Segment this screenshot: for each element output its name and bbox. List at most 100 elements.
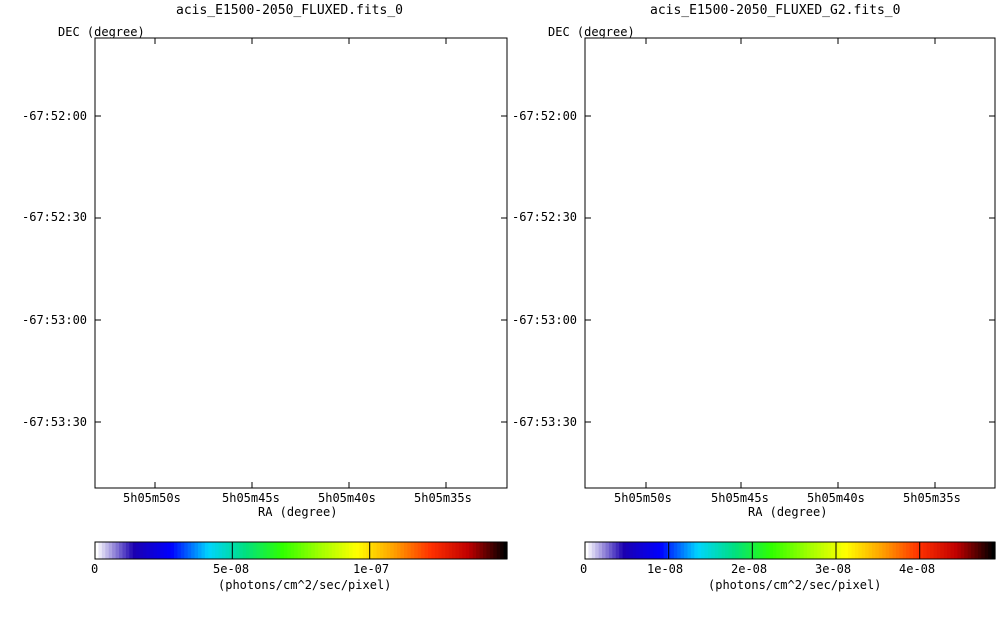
left-colorbar-segment (95, 542, 100, 559)
left-colorbar-segment (386, 542, 391, 559)
left-colorbar-segment (98, 542, 103, 559)
right-colorbar-segment (820, 542, 825, 559)
right-colorbar-segment (933, 542, 938, 559)
left-colorbar-segment (434, 542, 439, 559)
right-colorbar-segment (776, 542, 781, 559)
left-colorbar-segment (252, 542, 257, 559)
left-colorbar-segment (366, 542, 371, 559)
right-colorbar-segment (605, 542, 610, 559)
left-colorbar-segment (376, 542, 381, 559)
left-colorbar-segment (273, 542, 278, 559)
right-colorbar-segment (858, 542, 863, 559)
right-colorbar-segment (817, 542, 822, 559)
right-colorbar-segment (954, 542, 959, 559)
left-xlabel: RA (degree) (258, 505, 338, 519)
left-colorbar-segment (424, 542, 429, 559)
right-cbtick-3: 2e-08 (731, 562, 768, 576)
right-colorbar-segment (916, 542, 921, 559)
left-colorbar-segment (304, 542, 309, 559)
left-colorbar-segment (331, 542, 336, 559)
right-cbtick-4: 3e-08 (815, 562, 852, 576)
right-colorbar-segment (643, 542, 648, 559)
right-colorbar-segment (663, 542, 668, 559)
left-colorbar-segment (479, 542, 484, 559)
right-colorbar-segment (742, 542, 747, 559)
left-colorbar-segment (472, 542, 477, 559)
left-colorbar-segment (328, 542, 333, 559)
right-colorbar-segment (752, 542, 757, 559)
right-colorbar-segment (711, 542, 716, 559)
left-colorbar-segment (345, 542, 350, 559)
right-colorbar-segment (656, 542, 661, 559)
right-colorbar-segment (793, 542, 798, 559)
right-colorbar-segment (988, 542, 993, 559)
left-xtick-4: 5h05m35s (414, 491, 472, 505)
left-colorbar-segment (249, 542, 254, 559)
left-colorbar-segment (119, 542, 124, 559)
right-colorbar-segment (950, 542, 955, 559)
right-colorbar-segment (677, 542, 682, 559)
right-colorbar-segment (810, 542, 815, 559)
right-colorbar-segment (632, 542, 637, 559)
left-colorbar-segment (307, 542, 312, 559)
right-colorbar-segment (670, 542, 675, 559)
left-ytick-4: -67:53:30 (22, 415, 88, 429)
right-xtick-2: 5h05m45s (711, 491, 769, 505)
left-xtick-2: 5h05m45s (222, 491, 280, 505)
left-plot-area (94, 37, 508, 489)
left-colorbar-segment (349, 542, 354, 559)
right-colorbar-segment (745, 542, 750, 559)
right-xlabel: RA (degree) (748, 505, 828, 519)
right-colorbar-segment (831, 542, 836, 559)
left-colorbar-segment (338, 542, 343, 559)
right-ytick-3: -67:53:00 (512, 313, 578, 327)
left-xtick-3: 5h05m40s (318, 491, 376, 505)
left-colorbar-segment (500, 542, 505, 559)
left-colorbar-segment (383, 542, 388, 559)
left-colorbar-segment (163, 542, 168, 559)
left-colorbar-segment (105, 542, 110, 559)
left-colorbar-segment (180, 542, 185, 559)
right-colorbar-segment (779, 542, 784, 559)
right-colorbar-segment (807, 542, 812, 559)
left-colorbar-segment (280, 542, 285, 559)
left-colorbar-segment (125, 542, 130, 559)
left-colorbar-segment (352, 542, 357, 559)
right-colorbar-segment (885, 542, 890, 559)
right-colorbar-segment (902, 542, 907, 559)
left-ytick-3: -67:53:00 (22, 313, 88, 327)
left-frame (94, 37, 508, 489)
right-colorbar-segment (762, 542, 767, 559)
left-colorbar-segment (297, 542, 302, 559)
right-colorbar-segment (878, 542, 883, 559)
left-colorbar-segment (156, 542, 161, 559)
left-colorbar-segment (235, 542, 240, 559)
right-ytick-2: -67:52:30 (512, 210, 578, 224)
right-colorbar-segment (940, 542, 945, 559)
left-colorbar-segment (143, 542, 148, 559)
right-colorbar-segment (588, 542, 593, 559)
right-colorbar-segment (868, 542, 873, 559)
right-colorbar-segment (783, 542, 788, 559)
right-colorbar-segment (906, 542, 911, 559)
right-colorbar-segment (786, 542, 791, 559)
left-colorbar-segment (359, 542, 364, 559)
left-colorbar-segment (373, 542, 378, 559)
left-colorbar-segment (448, 542, 453, 559)
left-colorbar-segment (153, 542, 158, 559)
right-plot-area (584, 37, 996, 489)
right-colorbar-segment (899, 542, 904, 559)
right-colorbar-segment (977, 542, 982, 559)
right-colorbar-segment (721, 542, 726, 559)
right-cbtick-1: 0 (580, 562, 588, 576)
left-colorbar (94, 541, 508, 560)
right-colorbar-segment (585, 542, 590, 559)
left-colorbar-segment (311, 542, 316, 559)
left-colorbar-segment (194, 542, 199, 559)
right-colorbar-segment (923, 542, 928, 559)
right-colorbar-segment (926, 542, 931, 559)
left-colorbar-segment (290, 542, 295, 559)
right-colorbar-segment (844, 542, 849, 559)
left-colorbar-segment (112, 542, 117, 559)
right-colorbar-segment (718, 542, 723, 559)
